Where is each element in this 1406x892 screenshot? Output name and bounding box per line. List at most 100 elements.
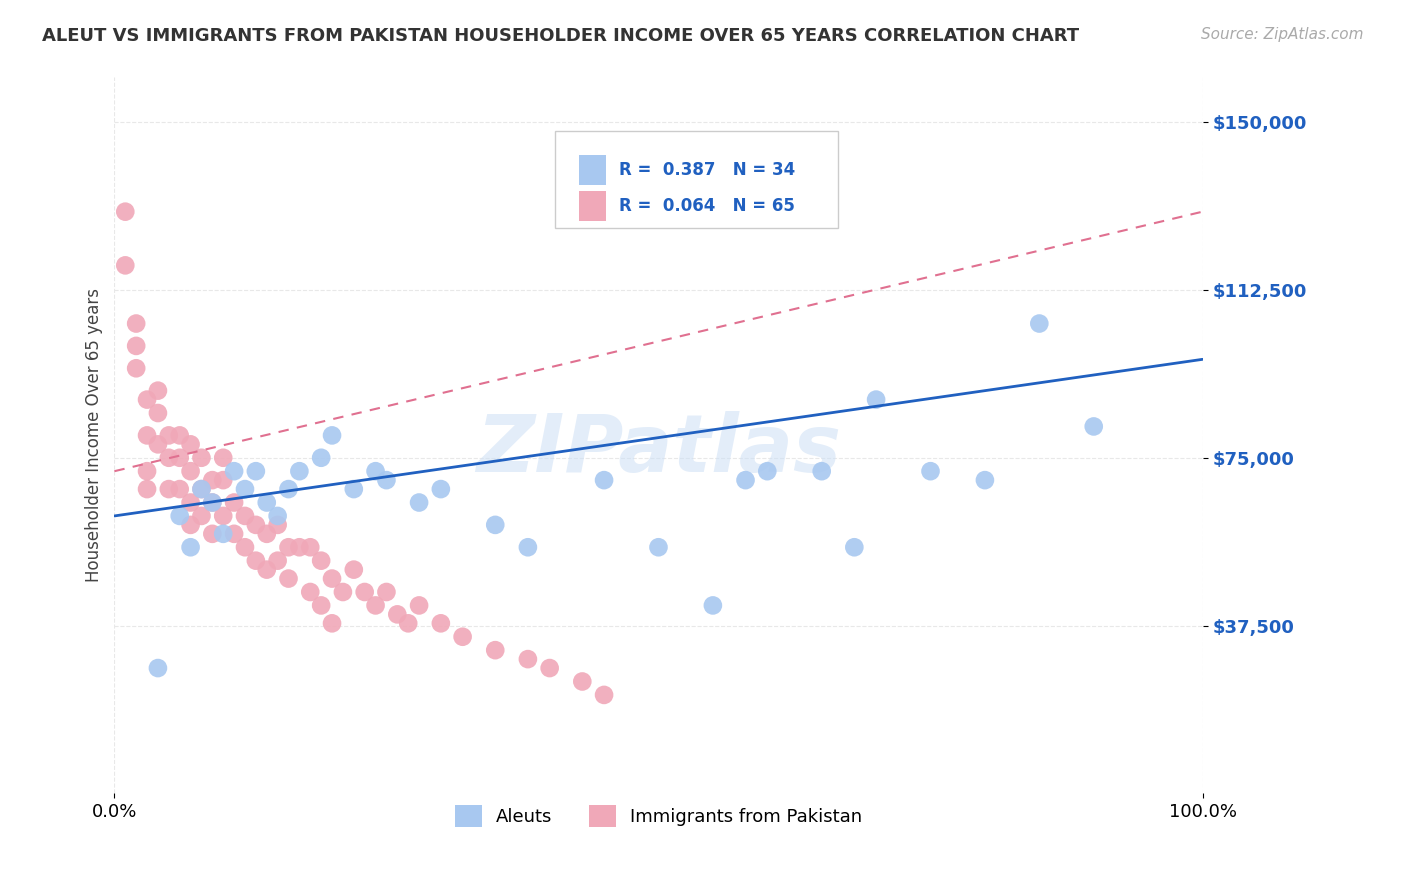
Point: [125, 317, 148, 331]
Point: [321, 572, 343, 586]
Point: [136, 482, 159, 496]
Point: [125, 361, 148, 376]
Point: [180, 517, 202, 532]
Point: [190, 482, 212, 496]
Point: [321, 428, 343, 442]
Point: [593, 688, 616, 702]
Y-axis label: Householder Income Over 65 years: Householder Income Over 65 years: [86, 288, 103, 582]
Point: [516, 541, 538, 555]
Point: [353, 585, 375, 599]
Point: [266, 517, 288, 532]
Text: Source: ZipAtlas.com: Source: ZipAtlas.com: [1201, 27, 1364, 42]
Point: [343, 563, 366, 577]
Point: [516, 652, 538, 666]
Point: [288, 541, 311, 555]
Point: [180, 437, 202, 451]
Point: [647, 541, 669, 555]
Point: [157, 482, 180, 496]
Point: [169, 428, 191, 442]
Point: [430, 616, 453, 631]
Point: [288, 464, 311, 478]
Point: [702, 599, 724, 613]
Point: [114, 258, 136, 272]
Point: [332, 585, 354, 599]
Point: [299, 541, 322, 555]
Point: [224, 495, 246, 509]
Point: [245, 554, 267, 568]
Point: [233, 508, 256, 523]
Point: [256, 563, 278, 577]
Point: [180, 495, 202, 509]
Point: [277, 482, 299, 496]
Point: [212, 450, 235, 465]
Point: [277, 541, 299, 555]
Point: [180, 464, 202, 478]
Legend: Aleuts, Immigrants from Pakistan: Aleuts, Immigrants from Pakistan: [447, 798, 869, 834]
Point: [451, 630, 474, 644]
Point: [201, 495, 224, 509]
Point: [245, 464, 267, 478]
Point: [224, 464, 246, 478]
Point: [201, 526, 224, 541]
Point: [125, 339, 148, 353]
Point: [387, 607, 409, 622]
Point: [256, 495, 278, 509]
Point: [201, 473, 224, 487]
FancyBboxPatch shape: [579, 154, 606, 185]
Point: [146, 437, 169, 451]
Point: [920, 464, 942, 478]
Point: [266, 554, 288, 568]
Point: [136, 464, 159, 478]
Point: [1028, 317, 1050, 331]
Point: [136, 428, 159, 442]
Point: [343, 482, 366, 496]
Point: [169, 482, 191, 496]
Point: [1083, 419, 1105, 434]
Point: [190, 508, 212, 523]
FancyBboxPatch shape: [555, 131, 838, 227]
Point: [169, 508, 191, 523]
FancyBboxPatch shape: [579, 191, 606, 221]
Point: [309, 554, 332, 568]
Point: [201, 495, 224, 509]
Point: [146, 384, 169, 398]
Point: [756, 464, 779, 478]
Point: [212, 473, 235, 487]
Point: [190, 450, 212, 465]
Point: [484, 517, 506, 532]
Text: R =  0.064   N = 65: R = 0.064 N = 65: [619, 197, 796, 215]
Point: [180, 541, 202, 555]
Point: [212, 526, 235, 541]
Point: [277, 572, 299, 586]
Point: [396, 616, 419, 631]
Point: [136, 392, 159, 407]
Point: [734, 473, 756, 487]
Point: [233, 482, 256, 496]
Point: [810, 464, 832, 478]
Text: ZIPatlas: ZIPatlas: [477, 410, 841, 489]
Point: [190, 482, 212, 496]
Point: [233, 541, 256, 555]
Text: R =  0.387   N = 34: R = 0.387 N = 34: [619, 161, 796, 178]
Point: [571, 674, 593, 689]
Point: [364, 464, 387, 478]
Point: [299, 585, 322, 599]
Point: [974, 473, 997, 487]
Point: [157, 450, 180, 465]
Point: [114, 204, 136, 219]
Point: [408, 495, 430, 509]
Point: [256, 526, 278, 541]
Point: [212, 508, 235, 523]
Point: [430, 482, 453, 496]
Point: [245, 517, 267, 532]
Point: [146, 406, 169, 420]
Point: [224, 526, 246, 541]
Point: [146, 661, 169, 675]
Point: [169, 450, 191, 465]
Point: [538, 661, 561, 675]
Point: [157, 428, 180, 442]
Point: [375, 585, 398, 599]
Point: [484, 643, 506, 657]
Point: [309, 599, 332, 613]
Point: [593, 473, 616, 487]
